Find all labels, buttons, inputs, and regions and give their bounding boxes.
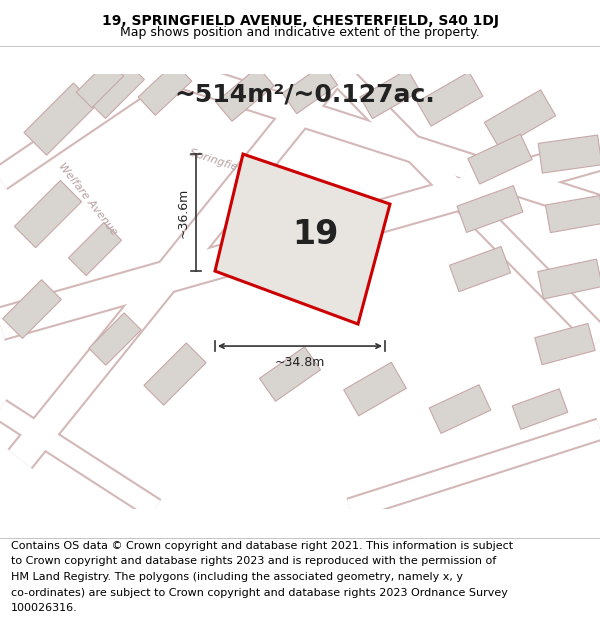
Polygon shape bbox=[538, 135, 600, 173]
Text: HM Land Registry. The polygons (including the associated geometry, namely x, y: HM Land Registry. The polygons (includin… bbox=[11, 572, 463, 582]
Text: 100026316.: 100026316. bbox=[11, 603, 77, 613]
Polygon shape bbox=[215, 154, 390, 324]
Polygon shape bbox=[259, 347, 320, 401]
Text: Contains OS data © Crown copyright and database right 2021. This information is : Contains OS data © Crown copyright and d… bbox=[11, 541, 513, 551]
Polygon shape bbox=[24, 83, 96, 155]
Polygon shape bbox=[76, 61, 124, 108]
Text: Welfare Avenue: Welfare Avenue bbox=[57, 161, 119, 237]
Polygon shape bbox=[512, 389, 568, 429]
Polygon shape bbox=[89, 313, 141, 365]
Polygon shape bbox=[360, 69, 420, 119]
Text: to Crown copyright and database rights 2023 and is reproduced with the permissio: to Crown copyright and database rights 2… bbox=[11, 556, 496, 566]
Text: 19: 19 bbox=[292, 217, 338, 251]
Polygon shape bbox=[449, 246, 511, 292]
Text: ~34.8m: ~34.8m bbox=[275, 356, 325, 369]
Polygon shape bbox=[417, 72, 483, 126]
Polygon shape bbox=[2, 280, 61, 338]
Text: ~36.6m: ~36.6m bbox=[177, 188, 190, 238]
Polygon shape bbox=[344, 362, 406, 416]
Polygon shape bbox=[457, 186, 523, 232]
Polygon shape bbox=[68, 222, 122, 276]
Text: ~514m²/~0.127ac.: ~514m²/~0.127ac. bbox=[175, 82, 436, 106]
Polygon shape bbox=[429, 385, 491, 433]
Text: Springfield Avenue: Springfield Avenue bbox=[188, 148, 292, 190]
Polygon shape bbox=[86, 60, 145, 118]
Text: co-ordinates) are subject to Crown copyright and database rights 2023 Ordnance S: co-ordinates) are subject to Crown copyr… bbox=[11, 588, 508, 598]
Polygon shape bbox=[138, 63, 192, 115]
Polygon shape bbox=[535, 323, 595, 365]
Polygon shape bbox=[283, 64, 338, 114]
Polygon shape bbox=[538, 259, 600, 299]
Polygon shape bbox=[144, 343, 206, 405]
Polygon shape bbox=[545, 196, 600, 232]
Polygon shape bbox=[14, 181, 82, 248]
Text: 19, SPRINGFIELD AVENUE, CHESTERFIELD, S40 1DJ: 19, SPRINGFIELD AVENUE, CHESTERFIELD, S4… bbox=[101, 14, 499, 28]
Text: Map shows position and indicative extent of the property.: Map shows position and indicative extent… bbox=[120, 26, 480, 39]
Polygon shape bbox=[484, 90, 556, 148]
Polygon shape bbox=[468, 134, 532, 184]
Polygon shape bbox=[216, 67, 274, 121]
